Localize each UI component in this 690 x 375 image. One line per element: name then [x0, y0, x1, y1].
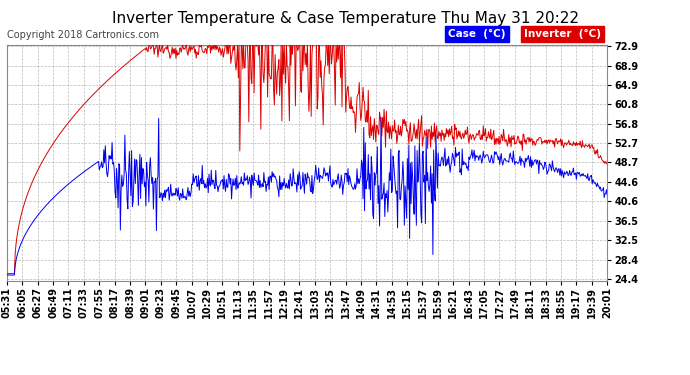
Text: Copyright 2018 Cartronics.com: Copyright 2018 Cartronics.com: [7, 30, 159, 40]
Text: Case  (°C): Case (°C): [448, 29, 506, 39]
Text: Inverter Temperature & Case Temperature Thu May 31 20:22: Inverter Temperature & Case Temperature …: [112, 11, 578, 26]
Text: Inverter  (°C): Inverter (°C): [524, 29, 602, 39]
